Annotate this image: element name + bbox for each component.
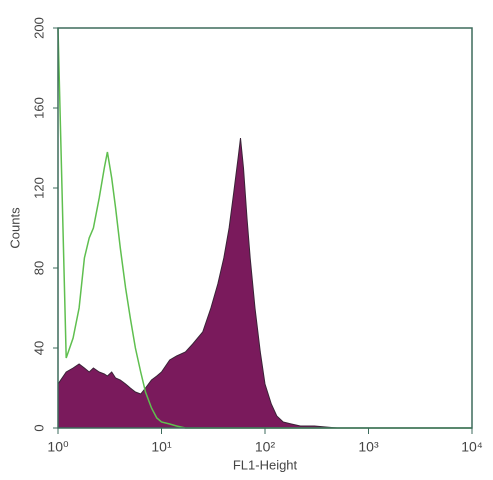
y-tick-label: 160 [31,97,46,119]
x-axis-label: FL1-Height [233,457,298,472]
y-tick-label: 120 [31,177,46,199]
x-tick-label: 10³ [358,439,379,455]
histogram-line [57,27,472,429]
y-tick-label: 40 [31,341,46,355]
y-tick-label: 0 [31,424,46,431]
plot-frame [57,27,473,429]
x-tick-label: 10⁰ [47,439,69,455]
y-tick-label: 80 [31,261,46,275]
y-tick-label: 200 [31,17,46,39]
histogram-area [57,137,472,429]
x-tick-label: 10² [255,439,276,455]
x-tick-label: 10¹ [151,439,172,455]
y-axis-label: Counts [7,207,22,249]
x-tick-label: 10⁴ [461,439,483,455]
